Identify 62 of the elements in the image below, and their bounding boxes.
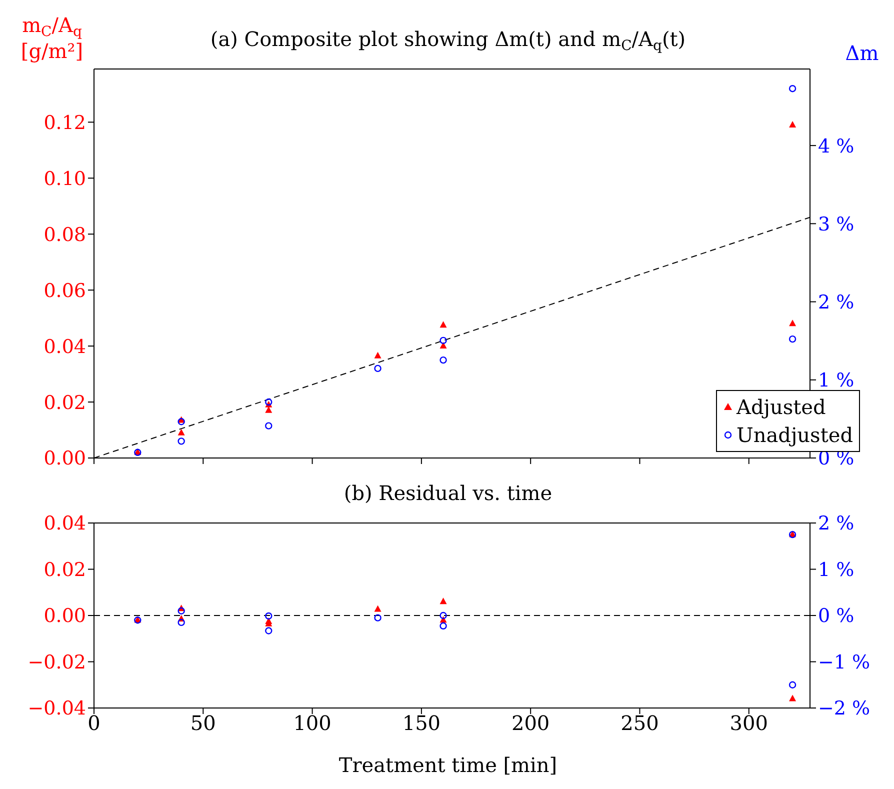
point [789,694,796,702]
y2-tick-label: 3 % [818,213,854,236]
point [788,335,796,343]
point [788,84,796,92]
y-tick-label: 0.12 [44,112,86,134]
point [178,618,185,626]
point [374,352,382,358]
y-tick-label: 0.08 [44,224,86,246]
y2-tick-label: 2 % [818,512,854,535]
point [440,356,447,364]
point [178,418,185,426]
legend-label: Unadjusted [736,422,853,449]
x-tick-label: 300 [730,711,768,736]
y-tick-label: 0.00 [44,605,86,628]
point [440,342,447,349]
point [374,364,382,372]
x-axis-title: Treatment time [min] [338,753,558,777]
x-tick-label: 200 [511,711,550,736]
point [789,120,796,128]
x-tick-label: 50 [190,711,216,736]
point [178,438,185,445]
y-tick-label: −0.02 [28,651,86,674]
point [374,605,382,612]
y2-tick-label: 1 % [818,370,854,392]
point [440,336,447,344]
y-tick-label: 0.04 [44,512,86,535]
point [265,406,272,413]
y-tick-label: 0.06 [44,280,86,302]
y2-tick-label: 0 % [818,605,854,628]
point [440,612,447,620]
chart-title: (b) Residual vs. time [344,481,552,505]
y2-tick-label: −2 % [818,698,870,720]
chart-title: (a) Composite plot showing Δm(t) and m$_{C}$/A$_{q}$(t) [210,27,686,54]
y-tick-label: 0.10 [44,168,86,190]
x-tick-label: 250 [620,711,659,736]
point [178,607,185,614]
y-tick-label: 0.02 [44,558,86,581]
point [265,422,272,430]
point [265,612,272,620]
point [440,598,447,604]
point [178,428,185,436]
x-tick-label: 150 [402,711,441,736]
y-tick-label: −0.04 [28,698,86,720]
x-tick-label: 0 [88,711,100,736]
y-tick-label: 0.04 [44,336,86,358]
point [789,320,796,326]
y2-axis-title: Δm [845,41,879,65]
y2-tick-label: −1 % [818,651,870,674]
x-tick-label: 100 [293,711,332,736]
y-axis-title: m$_{C}$/A$_{q}$ [g/m²] [20,13,84,63]
point [440,622,447,630]
legend-label: Adjusted [736,394,826,421]
point [265,627,272,634]
point [265,398,272,406]
point [440,321,447,328]
y2-tick-label: 1 % [818,558,854,581]
y-tick-label: 0.00 [44,448,86,470]
y2-tick-label: 4 % [818,135,854,158]
point [374,614,382,622]
y2-tick-label: 2 % [818,292,854,314]
point [788,681,796,688]
y-tick-label: 0.02 [44,392,86,414]
